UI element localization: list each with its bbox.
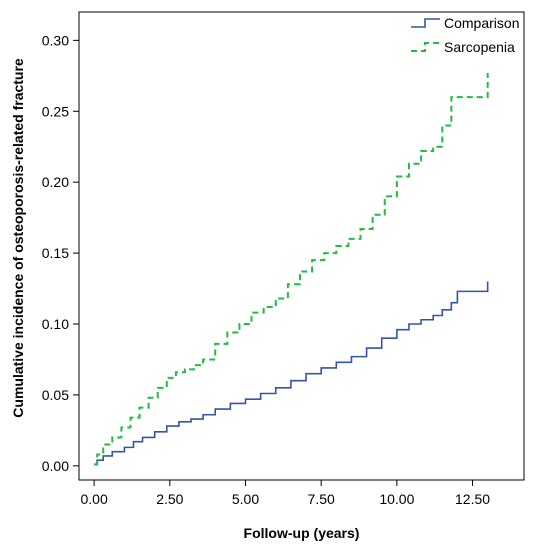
x-tick-label: 7.50	[308, 491, 335, 507]
plot-frame	[78, 11, 525, 481]
y-tick-label: 0.25	[42, 103, 69, 119]
series-layer	[94, 72, 489, 466]
x-tick-label: 10.00	[379, 491, 414, 507]
y-tick-label: 0.30	[42, 32, 69, 48]
plot-border	[78, 11, 525, 481]
y-axis-ticks: 0.00 0.05 0.10 0.15 0.20 0.25 0.30	[42, 32, 79, 474]
x-tick-label: 5.00	[232, 491, 259, 507]
series-line-comparison	[94, 281, 489, 466]
x-axis-ticks: 0.00 2.50 5.00 7.50 10.00 12.50	[81, 480, 490, 507]
x-tick-label: 0.00	[81, 491, 108, 507]
y-tick-label: 0.00	[42, 458, 69, 474]
y-tick-label: 0.20	[42, 174, 69, 190]
y-axis-label: Cumulative incidence of osteoporosis-rel…	[10, 58, 26, 418]
x-tick-label: 2.50	[156, 491, 183, 507]
series-line-sarcopenia	[94, 72, 489, 466]
x-tick-label: 12.50	[455, 491, 490, 507]
x-axis-label: Follow-up (years)	[244, 525, 360, 541]
legend: Comparison Sarcopenia	[411, 15, 519, 55]
legend-comparison-label: Comparison	[444, 15, 519, 31]
legend-comparison-swatch	[411, 18, 440, 28]
y-tick-label: 0.15	[42, 245, 69, 261]
legend-sarcopenia-swatch	[411, 42, 440, 52]
legend-sarcopenia-label: Sarcopenia	[444, 39, 515, 55]
y-tick-label: 0.05	[42, 387, 69, 403]
y-tick-label: 0.10	[42, 316, 69, 332]
